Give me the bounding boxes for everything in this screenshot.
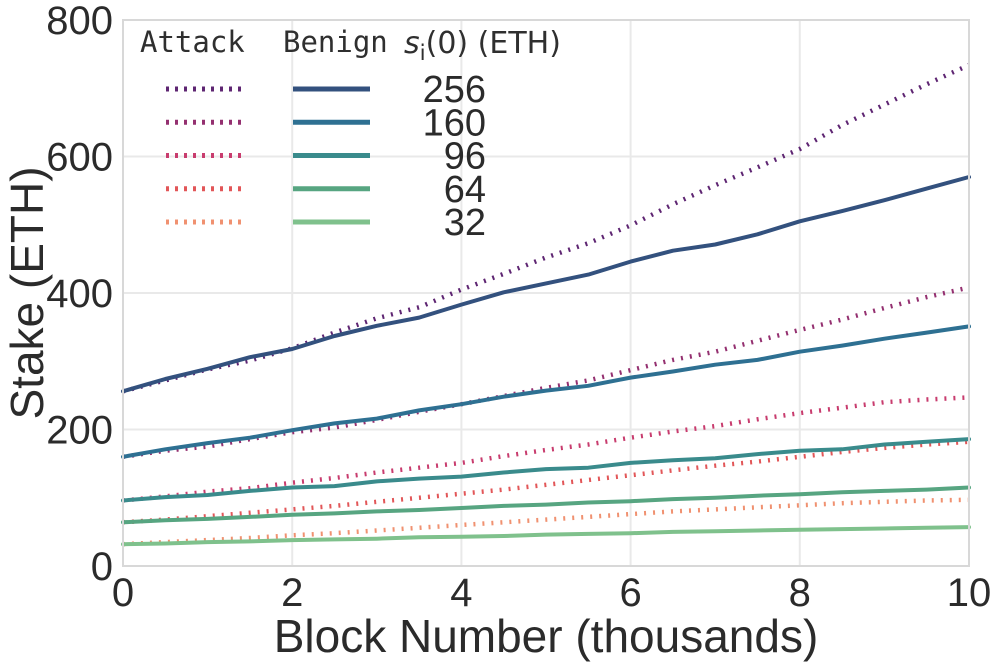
legend-initial-stake-256: 256 — [423, 69, 486, 111]
x-tick-label-6: 6 — [619, 571, 641, 615]
legend-column-attack: Attack — [140, 25, 245, 59]
legend-initial-stake-32: 32 — [444, 202, 486, 244]
y-tick-label-800: 800 — [46, 0, 113, 43]
plot-border — [122, 19, 970, 567]
y-tick-label-200: 200 — [46, 409, 113, 453]
legend-initial-stake-64: 64 — [444, 169, 486, 211]
series-line-benign-96 — [121, 437, 971, 503]
series-line-benign-64 — [121, 485, 971, 525]
series-line-attack-32 — [122, 497, 970, 547]
legend-header: Attack Benign si(0) (ETH) — [0, 25, 997, 66]
y-tick-label-0: 0 — [91, 545, 113, 589]
series-line-benign-160 — [121, 324, 971, 459]
x-tick-label-10: 10 — [947, 571, 992, 615]
legend-initial-stake-160: 160 — [423, 102, 486, 144]
legend-initial-stake-96: 96 — [444, 136, 486, 178]
x-tick-label-2: 2 — [281, 571, 303, 615]
y-tick-label-400: 400 — [46, 272, 113, 316]
legend-column-initial-stake: si(0) (ETH) — [404, 27, 561, 66]
series-line-attack-64 — [122, 439, 970, 525]
series-line-attack-96 — [122, 395, 970, 503]
x-tick-label-8: 8 — [789, 571, 811, 615]
y-tick-label-600: 600 — [46, 136, 113, 180]
series-line-benign-256 — [121, 175, 971, 394]
legend-s0-units: (0) (ETH) — [425, 26, 561, 61]
legend-column-benign: Benign — [283, 25, 388, 59]
legend-s-variable: s — [404, 26, 420, 61]
y-axis-title: Stake (ETH) — [1, 166, 53, 420]
series-line-benign-32 — [121, 525, 971, 547]
x-axis-title: Block Number (thousands) — [273, 610, 819, 662]
legend-s-subscript: i — [419, 41, 426, 66]
x-tick-label-4: 4 — [450, 571, 472, 615]
x-tick-label-0: 0 — [112, 571, 134, 615]
